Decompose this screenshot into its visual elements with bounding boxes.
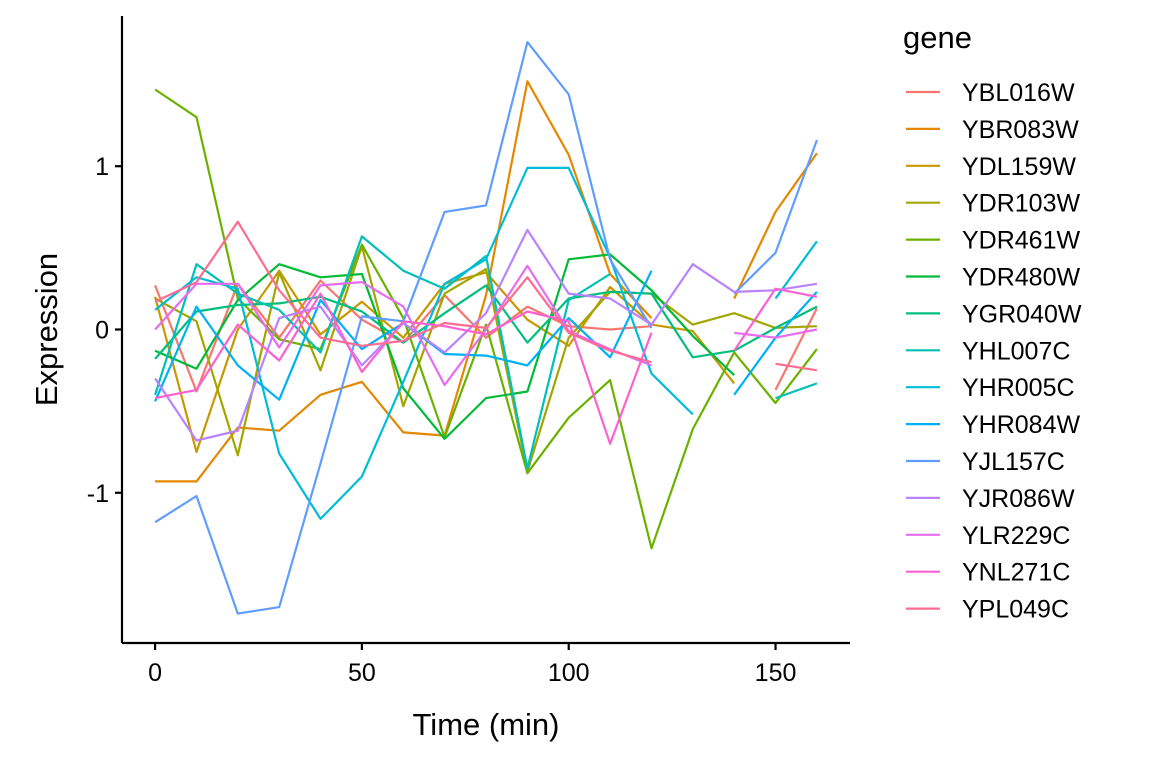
legend-label: YDR461W [962,227,1080,255]
legend: gene YBL016W YBR083W YDL159W YDR103W YDR461W… [903,20,1082,624]
legend-title: gene [903,20,972,55]
x-axis-title: Time (min) [413,707,560,742]
legend-label: YHR084W [962,411,1080,439]
x-axis-ticks: 0 50 100 150 [148,643,796,687]
legend-label: YJL157C [962,448,1065,476]
legend-label: YHL007C [962,337,1070,365]
x-tick-label: 150 [755,659,797,687]
y-tick-label: 1 [95,153,109,181]
y-axis-ticks: -1 0 1 [87,153,122,508]
legend-label: YLR229C [962,522,1070,550]
legend-label: YBR083W [962,116,1079,144]
legend-items: YBL016W YBR083W YDL159W YDR103W YDR461W YDR48… [906,79,1082,624]
series-line-yjr086w [154,228,818,442]
y-tick-label: -1 [87,480,109,508]
legend-label: YNL271C [962,559,1070,587]
series-line-ynl271c [154,287,818,445]
x-tick-label: 50 [348,659,376,687]
series-line-ydr103w [154,245,817,473]
series-lines [154,41,818,615]
series-line-yhl007c [154,235,818,470]
legend-label: YDL159W [962,153,1076,181]
legend-label: YPL049C [962,596,1069,624]
legend-label: YDR103W [962,190,1080,218]
series-line-ybr083w [155,80,818,483]
x-tick-label: 0 [148,659,162,687]
legend-label: YBL016W [962,79,1075,107]
x-tick-label: 100 [548,659,590,687]
y-tick-label: 0 [95,317,109,345]
legend-label: YJR086W [962,485,1075,513]
legend-label: YGR040W [962,300,1082,328]
series-line-yhr005c [154,166,818,520]
legend-label: YDR480W [962,264,1080,292]
y-axis-title: Expression [29,253,64,406]
series-line-ypl049c [154,220,818,372]
legend-label: YHR005C [962,374,1075,402]
series-line-ydr480w [154,253,735,440]
axes: 0 50 100 150 -1 0 1 [87,16,850,687]
